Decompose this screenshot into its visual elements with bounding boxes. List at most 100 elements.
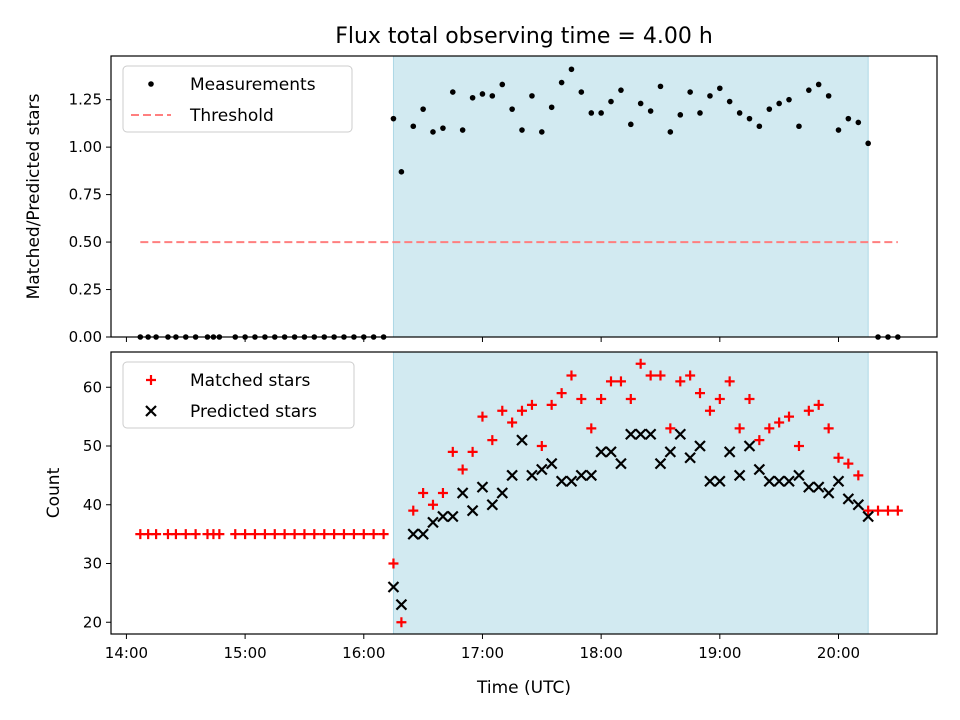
measurement-point — [657, 83, 664, 90]
matched-point — [190, 529, 201, 540]
measurement-point — [717, 85, 723, 92]
series-measurements — [137, 66, 901, 340]
matched-point — [536, 441, 547, 451]
matched-point — [803, 405, 814, 416]
measurement-point — [746, 115, 753, 122]
predicted-point — [387, 581, 400, 593]
measurement-point — [519, 127, 525, 133]
measurement-point — [608, 98, 614, 105]
predicted-point — [634, 428, 647, 441]
matched-point — [230, 529, 241, 540]
predicted-point — [812, 481, 825, 493]
y-tick-label: 0.50 — [69, 233, 102, 251]
predicted-point — [407, 528, 420, 540]
predicted-point — [417, 528, 429, 540]
predicted-point — [427, 516, 439, 529]
matched-point — [853, 470, 864, 481]
matched-point — [704, 405, 715, 416]
axes-frame — [110, 55, 938, 338]
matched-point — [457, 464, 468, 475]
predicted-point — [575, 469, 588, 482]
x-tick-label: 15:00 — [223, 644, 266, 662]
x-tick-label: 16:00 — [342, 644, 385, 662]
matched-point — [685, 370, 696, 381]
measurement-point — [430, 129, 436, 135]
predicted-point — [832, 475, 845, 488]
matched-point — [615, 376, 626, 387]
x-tick-label: 17:00 — [461, 644, 504, 662]
predicted-point — [625, 428, 637, 441]
predicted-point — [684, 451, 696, 464]
matched-point — [497, 405, 508, 416]
matched-point — [645, 370, 656, 381]
matched-point — [358, 529, 369, 540]
y-tick-label: 20 — [83, 613, 102, 631]
matched-point — [635, 358, 646, 369]
matched-point — [408, 505, 419, 516]
legend-measurement-swatch — [148, 81, 154, 87]
matched-point — [396, 617, 407, 628]
measurement-point — [618, 87, 624, 93]
measurement-point — [796, 123, 802, 130]
matched-point — [240, 529, 251, 540]
measurement-point — [578, 89, 585, 95]
predicted-point — [437, 510, 449, 523]
bottom-panel: 14:00 15:00 16:00 17:00 18:00 19:00 20:00 20 30 4… — [44, 351, 938, 662]
x-tick-label: 19:00 — [698, 644, 741, 662]
matched-point — [418, 488, 429, 498]
x-axis-label: Time (UTC) — [476, 678, 571, 698]
measurement-point — [479, 91, 486, 97]
matched-point — [754, 435, 765, 446]
measurement-point — [667, 129, 674, 135]
measurement-point — [825, 93, 832, 99]
matched-point — [764, 423, 775, 434]
y-tick-label: 60 — [83, 378, 102, 396]
predicted-point — [496, 487, 509, 499]
legend-predicted-swatch — [145, 405, 157, 417]
measurement-point — [398, 169, 405, 175]
matched-point — [605, 376, 616, 387]
legend-label: Matched stars — [190, 371, 310, 391]
matched-point — [299, 529, 310, 540]
y-axis-label: Matched/Predicted stars — [24, 93, 44, 299]
measurement-point — [420, 106, 426, 112]
matched-point — [378, 529, 389, 540]
predicted-point — [704, 475, 716, 488]
matched-point — [279, 529, 290, 540]
matched-point — [289, 529, 300, 540]
matched-point — [467, 446, 478, 457]
predicted-point — [595, 446, 607, 458]
matched-point — [556, 388, 567, 399]
measurement-point — [647, 108, 654, 114]
measurement-point — [598, 110, 604, 116]
matched-point — [774, 417, 785, 428]
y-tick-label: 1.00 — [69, 138, 102, 156]
predicted-point — [536, 463, 548, 476]
matched-point — [477, 411, 488, 422]
matched-point — [793, 441, 804, 451]
measurement-point — [499, 81, 506, 88]
x-tick-label: 18:00 — [580, 644, 623, 662]
predicted-point — [763, 475, 776, 488]
chart-title: Flux total observing time = 4.00 h — [335, 24, 713, 49]
y-tick-label: 40 — [83, 496, 102, 514]
measurement-point — [677, 112, 684, 118]
measurement-point — [736, 110, 743, 116]
matched-point — [437, 488, 448, 498]
matched-point — [892, 505, 903, 516]
y-tick-label: 50 — [83, 437, 102, 455]
matched-point — [576, 394, 587, 404]
predicted-point — [506, 469, 518, 482]
matched-point — [695, 388, 705, 399]
matched-point — [833, 452, 844, 463]
predicted-point — [862, 510, 874, 523]
x-tick-label: 14:00 — [105, 644, 148, 662]
matched-point — [447, 446, 458, 457]
predicted-point — [842, 493, 855, 505]
y-tick-label: 0.25 — [69, 281, 102, 299]
measurement-point — [459, 127, 466, 133]
y-tick-label: 1.25 — [69, 91, 102, 109]
y-tick-label: 0.75 — [69, 186, 102, 204]
matched-point — [526, 399, 537, 410]
predicted-point — [555, 475, 568, 488]
